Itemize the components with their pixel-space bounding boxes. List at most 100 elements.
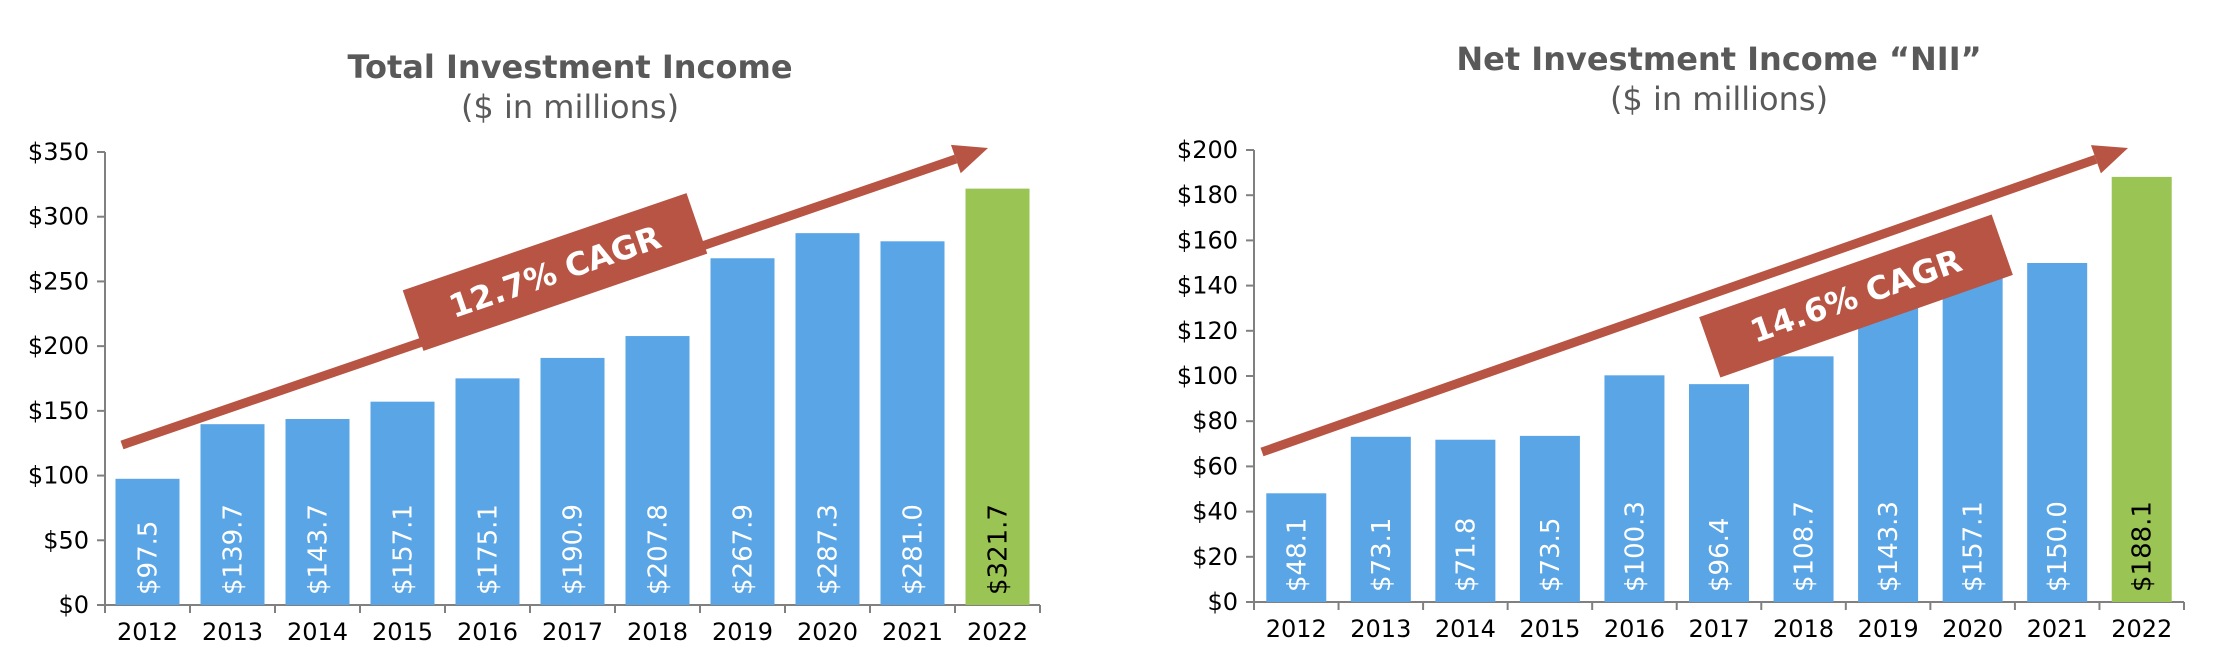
y-tick-label: $250	[28, 267, 89, 295]
axes: $0 $50 $100 $150 $200 $250 $300 $350	[28, 138, 1041, 619]
data-label: $143.7	[304, 504, 334, 595]
y-tick-label: $200	[28, 332, 89, 360]
bar	[1604, 375, 1665, 602]
y-tick-label: $60	[1192, 452, 1238, 480]
data-label: $48.1	[1282, 518, 1312, 592]
data-label: $267.9	[729, 504, 759, 595]
y-tick-label: $80	[1192, 407, 1238, 435]
data-label: $287.3	[814, 504, 844, 595]
bar	[1350, 436, 1411, 602]
x-tick-label: 2014	[287, 618, 348, 646]
bar	[455, 378, 520, 605]
data-label: $157.1	[1959, 501, 1989, 592]
y-tick-label: $0	[58, 591, 89, 619]
x-tick-label: 2016	[457, 618, 518, 646]
bar	[2111, 176, 2172, 603]
net-investment-income-chart: Net Investment Income “NII” ($ in millio…	[1114, 0, 2228, 670]
x-tick-label: 2017	[542, 618, 603, 646]
bar	[1942, 246, 2003, 603]
data-label: $175.1	[474, 504, 504, 595]
axes: $0 $20 $40 $60 $80 $100 $120 $140 $160 $180 $200	[1177, 136, 2185, 616]
data-label: $73.5	[1536, 518, 1566, 592]
y-tick-label: $150	[28, 397, 89, 425]
data-label: $100.3	[1620, 501, 1650, 592]
data-label: $321.7	[984, 504, 1014, 595]
y-tick-label: $50	[43, 526, 89, 554]
y-tick-label: $100	[1177, 362, 1238, 390]
y-tick-label: $20	[1192, 543, 1238, 571]
cagr-banner-box	[1699, 214, 2013, 378]
cagr-banner: 12.7% CAGR	[402, 193, 708, 351]
y-tick-label: $200	[1177, 136, 1238, 164]
x-tick-label: 2014	[1435, 615, 1496, 643]
cagr-banner-box	[402, 193, 708, 351]
x-tick-label: 2020	[1942, 615, 2003, 643]
x-tick-label: 2021	[882, 618, 943, 646]
y-tick-label: $140	[1177, 272, 1238, 300]
data-label: $97.5	[134, 521, 164, 595]
x-tick-label: 2015	[1519, 615, 1580, 643]
y-tick-label: $40	[1192, 498, 1238, 526]
x-tick-label: 2012	[117, 618, 178, 646]
y-tick-label: $120	[1177, 317, 1238, 345]
bar	[625, 336, 690, 605]
x-tick-label: 2012	[1266, 615, 1327, 643]
x-tick-label: 2019	[712, 618, 773, 646]
x-tick-label: 2013	[202, 618, 263, 646]
x-tick-label: 2021	[2027, 615, 2088, 643]
data-label: $73.1	[1367, 518, 1397, 592]
bar	[115, 478, 180, 605]
y-tick-label: $0	[1207, 588, 1238, 616]
data-label: $71.8	[1451, 518, 1481, 592]
bar	[2027, 263, 2088, 602]
chart-subtitle: ($ in millions)	[461, 88, 679, 126]
data-label: $190.9	[559, 504, 589, 595]
total-investment-income-chart: Total Investment Income ($ in millions) …	[28, 48, 1041, 646]
data-label: $188.1	[2128, 501, 2158, 592]
y-tick-label: $180	[1177, 181, 1238, 209]
chart-title: Net Investment Income “NII”	[1456, 40, 1981, 78]
nii-chart-svg: Net Investment Income “NII” ($ in millio…	[1177, 40, 2185, 643]
x-tick-label: 2016	[1604, 615, 1665, 643]
x-tick-label: 2013	[1350, 615, 1411, 643]
data-label: $108.7	[1790, 501, 1820, 592]
data-label: $207.8	[644, 504, 674, 595]
data-label: $150.0	[2043, 501, 2073, 592]
bar	[540, 357, 605, 605]
bar	[200, 424, 265, 605]
bar	[285, 419, 350, 605]
data-label: $96.4	[1705, 518, 1735, 592]
data-label: $139.7	[219, 504, 249, 595]
bar	[965, 188, 1030, 605]
y-tick-label: $350	[28, 138, 89, 166]
bar	[1435, 439, 1496, 602]
cagr-arrow-head	[2090, 145, 2128, 174]
y-tick-label: $300	[28, 203, 89, 231]
x-tick-label: 2020	[797, 618, 858, 646]
bar	[1519, 435, 1580, 602]
data-label: $157.1	[389, 504, 419, 595]
bar	[1266, 493, 1327, 602]
x-tick-label: 2015	[372, 618, 433, 646]
x-tick-label: 2022	[2111, 615, 2172, 643]
y-tick-label: $100	[28, 462, 89, 490]
x-tick-label: 2022	[967, 618, 1028, 646]
bar	[795, 233, 860, 605]
data-label: $143.3	[1874, 501, 1904, 592]
bar	[1773, 356, 1834, 602]
data-label: $281.0	[899, 504, 929, 595]
bar	[1858, 278, 1919, 602]
bar	[370, 401, 435, 605]
chart-title: Total Investment Income	[347, 48, 792, 86]
bar	[1689, 384, 1749, 602]
y-tick-label: $160	[1177, 226, 1238, 254]
bar	[880, 241, 945, 605]
x-tick-label: 2018	[1773, 615, 1834, 643]
x-tick-label: 2019	[1858, 615, 1919, 643]
cagr-arrow-head	[950, 144, 988, 174]
bar	[710, 258, 775, 605]
cagr-arrow-shaft	[1260, 155, 2098, 457]
x-tick-label: 2018	[627, 618, 688, 646]
tii-chart-svg: Total Investment Income ($ in millions) …	[28, 48, 1041, 646]
x-tick-label: 2017	[1688, 615, 1749, 643]
